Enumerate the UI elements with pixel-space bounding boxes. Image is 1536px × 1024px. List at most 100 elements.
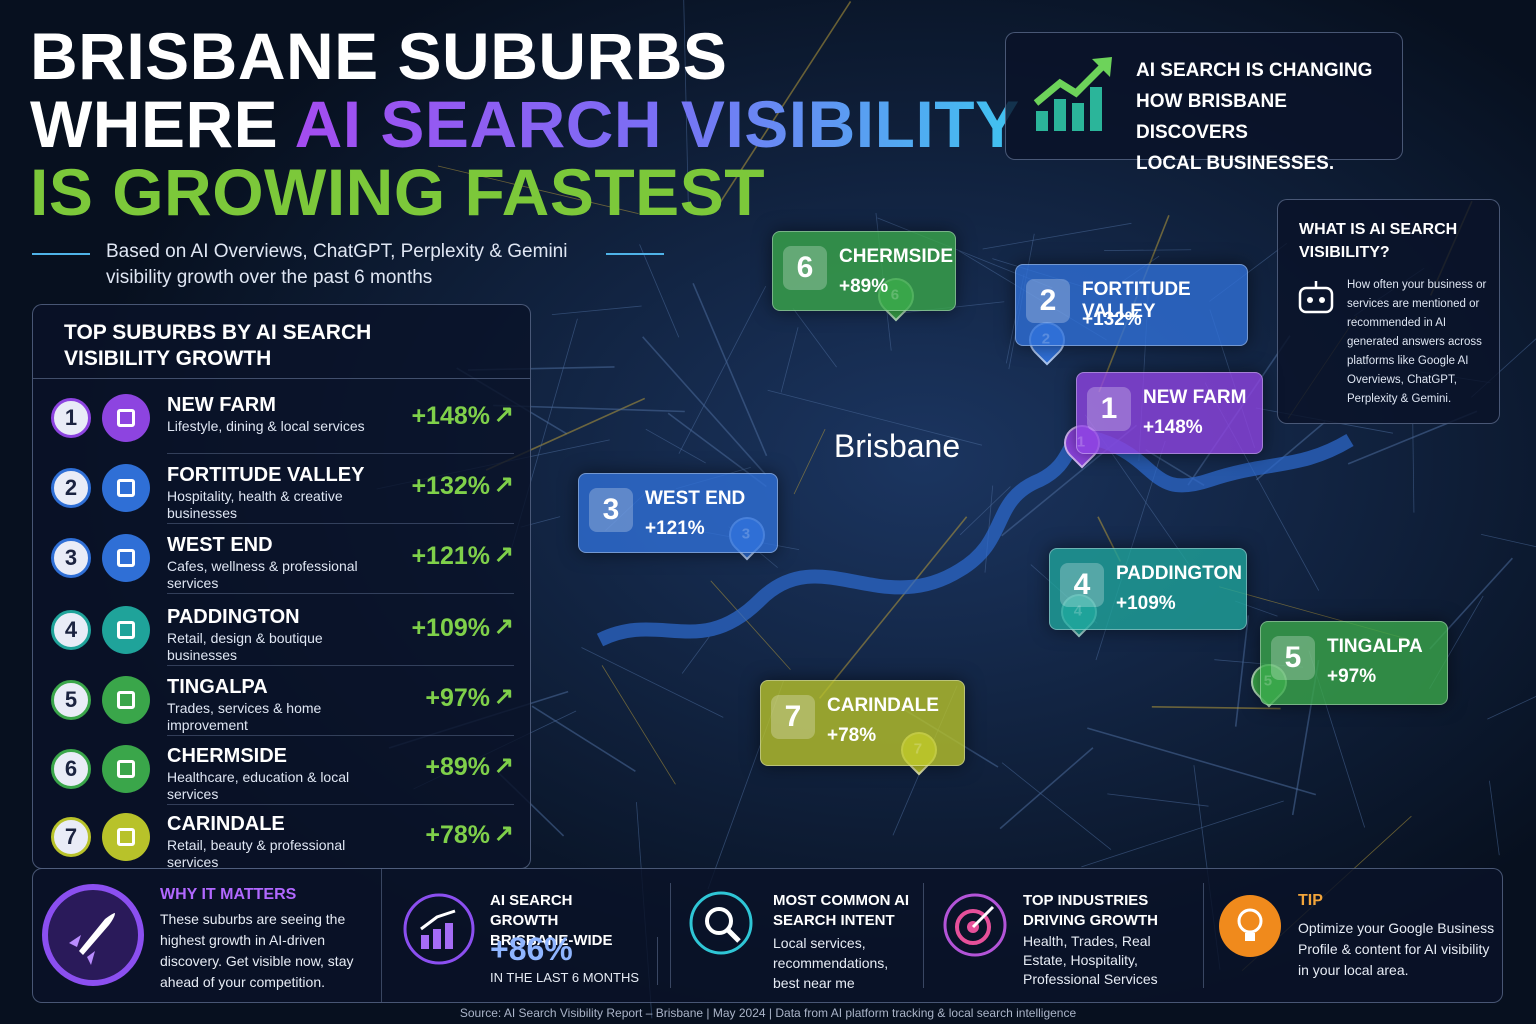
growth-arrow: ↗ [493, 683, 514, 710]
marker-name: NEW FARM [1143, 387, 1247, 408]
marker-icon: 5 [1271, 636, 1315, 680]
deco-line [606, 253, 664, 255]
divider [167, 523, 514, 524]
suburb-description: Hospitality, health & creative businesse… [167, 488, 343, 521]
road [683, 0, 689, 209]
marker-growth: +97% [1327, 666, 1377, 687]
road [982, 222, 1132, 250]
growth-arrow: ↗ [493, 401, 514, 428]
marker-name: CHERMSIDE [839, 246, 954, 267]
ranking-title: TOP SUBURBS BY AI SEARCH VISIBILITY GROWT… [64, 320, 371, 372]
suburb-growth: +148% [411, 402, 490, 430]
road [1487, 696, 1536, 720]
marker-name: FORTITUDE VALLEY [1082, 279, 1191, 322]
road [642, 336, 767, 476]
rank-badge: 3 [51, 538, 91, 578]
road [710, 580, 791, 670]
icon-glyph [117, 479, 135, 497]
callout-line: HOW BRISBANE DISCOVERS [1136, 91, 1287, 143]
title-line-2: WHERE AI SEARCH VISIBILITY [30, 90, 1020, 158]
road [767, 389, 983, 446]
ranking-row: 1 NEW FARM Lifestyle, dining & local servi… [33, 384, 530, 454]
growth-arrow: ↗ [493, 752, 514, 779]
map-marker: 4 PADDINGTON +109% [1049, 548, 1247, 630]
road [780, 327, 799, 393]
road [437, 165, 639, 215]
callout: AI SEARCH IS CHANGING HOW BRISBANE DISCOV… [1005, 32, 1403, 174]
suburb-name: WEST END [167, 534, 273, 556]
tip-text: Optimize your Google Business Profile & … [1298, 920, 1495, 978]
suburb-icon [102, 606, 150, 654]
road [793, 429, 826, 495]
marker-icon: 1 [1087, 387, 1131, 431]
marker-growth: +109% [1116, 593, 1176, 614]
road [818, 516, 968, 699]
divider [657, 937, 658, 985]
road [1412, 423, 1415, 513]
suburb-name: PADDINGTON [167, 606, 300, 628]
icon-glyph [117, 760, 135, 778]
rank-badge: 1 [51, 398, 91, 438]
ranking-title-line: VISIBILITY GROWTH [64, 347, 272, 370]
rocket-icon [42, 884, 144, 986]
suburb-description: Lifestyle, dining & local services [167, 418, 365, 434]
subtitle-line: visibility growth over the past 6 months [106, 267, 433, 288]
suburb-description: Retail, beauty & professional services [167, 837, 346, 870]
rank-badge: 2 [51, 468, 91, 508]
marker-icon: 3 [589, 488, 633, 532]
suburb-icon [102, 813, 150, 861]
rank-badge: 4 [51, 610, 91, 650]
road [1107, 793, 1209, 807]
road [639, 244, 680, 338]
road [601, 665, 676, 785]
ranking-row: 3 WEST END Cafes, wellness & professional … [33, 524, 530, 594]
divider [167, 453, 514, 454]
map-marker: 1 NEW FARM +148% [1076, 372, 1263, 454]
search-icon [689, 891, 753, 955]
road [792, 307, 837, 368]
suburb-description: Cafes, wellness & professional services [167, 558, 358, 591]
suburb-icon [102, 534, 150, 582]
info-body: How often your business or services are … [1347, 279, 1487, 405]
suburb-description: Retail, design & boutique businesses [167, 630, 323, 663]
road [645, 428, 706, 464]
map-marker: 5 TINGALPA +97% [1260, 621, 1448, 705]
divider [167, 735, 514, 736]
ranking-row: 5 TINGALPA Trades, services & home improve… [33, 666, 530, 736]
suburb-growth: +97% [425, 684, 490, 712]
icon-glyph [117, 409, 135, 427]
marker-icon: 2 [1026, 279, 1070, 323]
subtitle: Based on AI Overviews, ChatGPT, Perplexi… [106, 239, 567, 291]
suburb-name: CHERMSIDE [167, 745, 288, 767]
marker-growth: +121% [645, 518, 705, 539]
intent-text: Local services, recommendations, best ne… [773, 935, 889, 991]
growth-arrow: ↗ [493, 820, 514, 847]
road [1001, 762, 1112, 850]
city-label: Brisbane [834, 428, 960, 464]
info-box: WHAT IS AI SEARCH VISIBILITY? How often y… [1277, 199, 1500, 424]
marker-name: CARINDALE [827, 695, 939, 716]
marker-growth: +78% [827, 725, 877, 746]
river [596, 431, 1354, 647]
ranking-panel: TOP SUBURBS BY AI SEARCH VISIBILITY GROWT… [32, 304, 531, 870]
divider [167, 665, 514, 666]
road [551, 305, 642, 316]
growth-icon [1033, 57, 1112, 131]
road [681, 636, 710, 674]
divider [167, 804, 514, 805]
marker-growth: +148% [1143, 417, 1203, 438]
road [999, 747, 1094, 830]
road [581, 647, 724, 718]
map-marker: 7 CARINDALE +78% [760, 680, 965, 766]
ranking-row: 6 CHERMSIDE Healthcare, education & local … [33, 735, 530, 805]
road [719, 1, 852, 203]
growth-arrow: ↗ [493, 613, 514, 640]
growth-arrow: ↗ [493, 541, 514, 568]
ranking-row: 7 CARINDALE Retail, beauty & professional … [33, 803, 530, 873]
marker-name: WEST END [645, 488, 746, 509]
target-icon [943, 893, 1007, 957]
title-start: WHERE [30, 87, 279, 161]
growth-value: +86% [490, 931, 573, 967]
suburb-name: FORTITUDE VALLEY [167, 464, 365, 486]
